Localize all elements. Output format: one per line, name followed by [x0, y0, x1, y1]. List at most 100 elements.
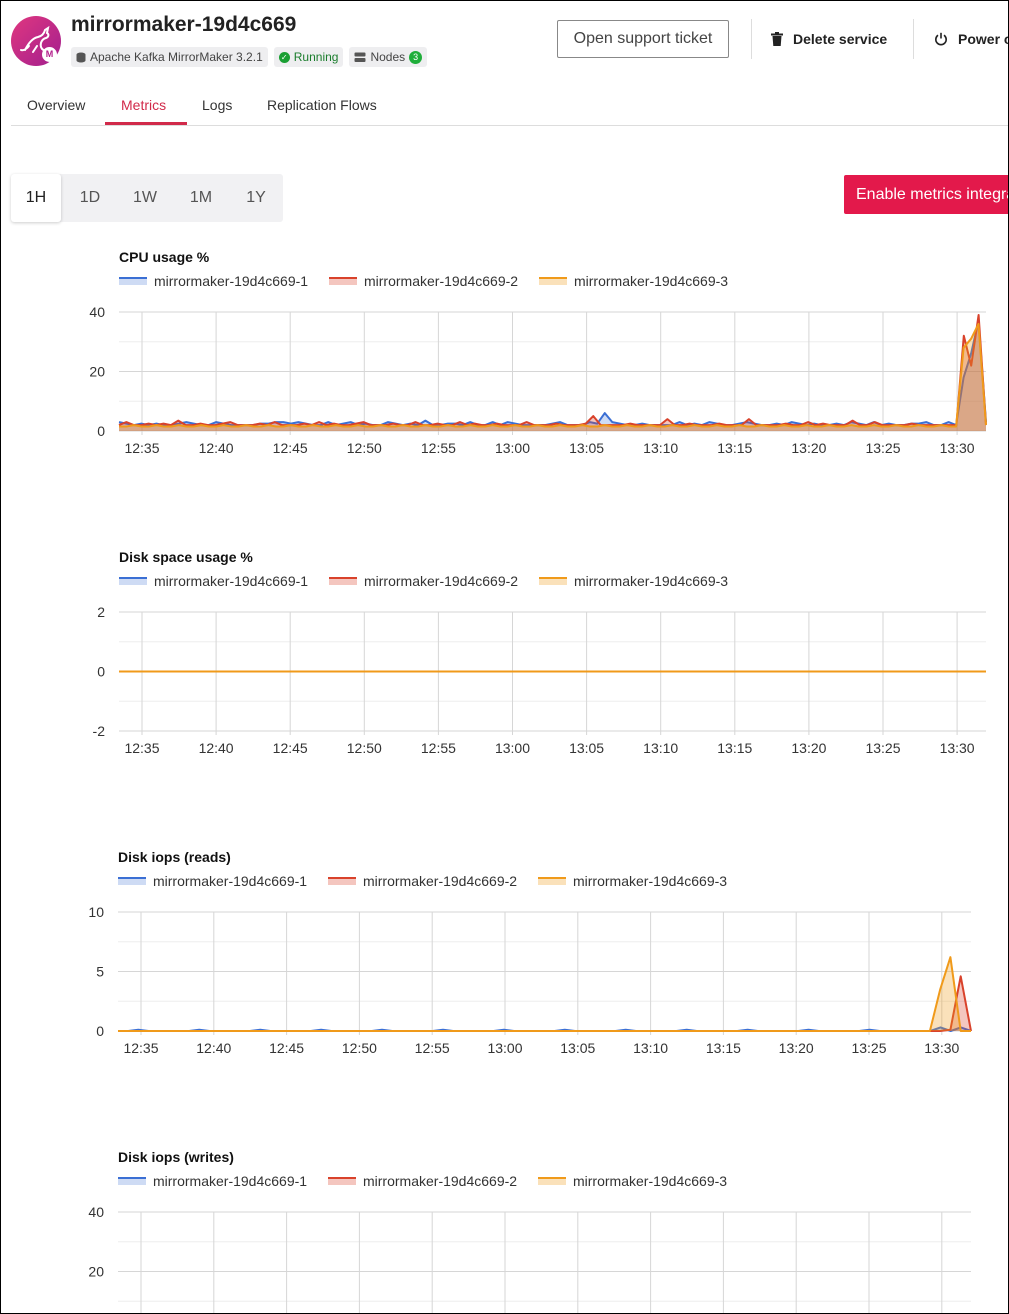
x-tick-label: 13:15: [717, 440, 752, 456]
x-tick-label: 13:30: [940, 440, 975, 456]
x-tick-label: 12:45: [273, 740, 308, 756]
legend-swatch: [118, 1177, 146, 1185]
y-tick-label: 5: [96, 964, 104, 980]
tab-logs[interactable]: Logs: [202, 97, 233, 113]
chart-title: Disk space usage %: [119, 549, 253, 565]
service-type-label: Apache Kafka MirrorMaker 3.2.1: [90, 50, 263, 64]
y-tick-label: 0: [96, 1023, 104, 1039]
range-1h-button[interactable]: 1H: [11, 174, 61, 222]
x-tick-label: 13:20: [791, 740, 826, 756]
legend-label: mirrormaker-19d4c669-1: [154, 573, 309, 589]
x-tick-label: 12:55: [421, 440, 456, 456]
x-tick-label: 13:05: [560, 1040, 595, 1056]
trash-icon: [771, 32, 783, 46]
x-tick-label: 13:30: [940, 740, 975, 756]
y-tick-label: 0: [97, 664, 105, 680]
nodes-badge: Nodes 3: [349, 47, 428, 67]
status-badge: ✓ Running: [273, 47, 344, 67]
legend-label: mirrormaker-19d4c669-1: [154, 273, 309, 289]
legend-label: mirrormaker-19d4c669-1: [153, 873, 308, 889]
legend-item[interactable]: mirrormaker-19d4c669-3: [538, 873, 727, 889]
x-tick-label: 12:55: [421, 740, 456, 756]
database-icon: [76, 52, 86, 62]
x-tick-label: 12:50: [347, 440, 382, 456]
legend-item[interactable]: mirrormaker-19d4c669-2: [328, 1173, 517, 1189]
legend-label: mirrormaker-19d4c669-3: [573, 873, 728, 889]
chart-title: Disk iops (reads): [118, 849, 231, 865]
power-button[interactable]: Power off: [934, 31, 1008, 47]
x-tick-label: 12:40: [199, 740, 234, 756]
service-badges: Apache Kafka MirrorMaker 3.2.1 ✓ Running…: [71, 47, 428, 67]
x-tick-label: 13:30: [924, 1040, 959, 1056]
x-tick-label: 13:20: [779, 1040, 814, 1056]
tab-metrics[interactable]: Metrics: [121, 97, 167, 113]
legend-swatch: [539, 277, 567, 285]
x-tick-label: 13:05: [569, 440, 604, 456]
legend-item[interactable]: mirrormaker-19d4c669-3: [539, 273, 728, 289]
nodes-label: Nodes: [370, 50, 406, 64]
active-tab-indicator: [105, 122, 187, 125]
x-tick-label: 13:25: [865, 440, 900, 456]
x-tick-label: 12:45: [269, 1040, 304, 1056]
legend-item[interactable]: mirrormaker-19d4c669-1: [119, 273, 308, 289]
range-1y-button[interactable]: 1Y: [246, 189, 266, 206]
tab-bar: Overview Metrics Logs Replication Flows: [11, 89, 1008, 126]
x-tick-label: 12:40: [196, 1040, 231, 1056]
legend-item[interactable]: mirrormaker-19d4c669-2: [329, 573, 518, 589]
legend-swatch: [119, 577, 147, 585]
x-tick-label: 13:15: [706, 1040, 741, 1056]
legend-item[interactable]: mirrormaker-19d4c669-3: [539, 573, 728, 589]
range-1d-button[interactable]: 1D: [79, 189, 101, 206]
x-tick-label: 12:35: [124, 740, 159, 756]
x-tick-label: 12:50: [342, 1040, 377, 1056]
delete-service-button[interactable]: Delete service: [771, 31, 887, 47]
x-tick-label: 13:20: [791, 440, 826, 456]
service-logo: M: [11, 16, 61, 66]
legend-swatch: [538, 877, 566, 885]
legend-swatch: [328, 1177, 356, 1185]
y-tick-label: -2: [93, 723, 106, 739]
enable-metrics-integration-button[interactable]: Enable metrics integration: [844, 175, 1008, 214]
chart-title: Disk iops (writes): [118, 1149, 234, 1165]
legend-swatch: [118, 877, 146, 885]
chart-title: CPU usage %: [119, 249, 210, 265]
status-label: Running: [293, 50, 339, 64]
legend-label: mirrormaker-19d4c669-2: [364, 273, 519, 289]
legend-item[interactable]: mirrormaker-19d4c669-1: [118, 1173, 307, 1189]
y-tick-label: 2: [97, 604, 105, 620]
x-tick-label: 13:10: [633, 1040, 668, 1056]
x-tick-label: 12:45: [273, 440, 308, 456]
legend-swatch: [329, 277, 357, 285]
legend-swatch: [538, 1177, 566, 1185]
open-support-ticket-button[interactable]: Open support ticket: [557, 20, 729, 58]
legend-item[interactable]: mirrormaker-19d4c669-2: [329, 273, 518, 289]
legend-item[interactable]: mirrormaker-19d4c669-1: [119, 573, 308, 589]
nodes-count: 3: [409, 50, 423, 64]
x-tick-label: 13:10: [643, 740, 678, 756]
check-circle-icon: ✓: [278, 51, 290, 63]
range-1w-button[interactable]: 1W: [133, 189, 157, 206]
tab-replication-flows[interactable]: Replication Flows: [267, 97, 377, 113]
service-title: mirrormaker-19d4c669: [71, 13, 297, 36]
kangaroo-logo-icon: [20, 25, 50, 53]
server-icon: [354, 52, 366, 62]
x-tick-label: 12:50: [347, 740, 382, 756]
service-logo-badge: M: [42, 47, 57, 62]
power-label: Power off: [958, 31, 1008, 47]
tab-overview[interactable]: Overview: [27, 97, 86, 113]
legend-swatch: [328, 877, 356, 885]
legend-item[interactable]: mirrormaker-19d4c669-2: [328, 873, 517, 889]
x-tick-label: 13:00: [495, 740, 530, 756]
legend-item[interactable]: mirrormaker-19d4c669-3: [538, 1173, 727, 1189]
legend-item[interactable]: mirrormaker-19d4c669-1: [118, 873, 307, 889]
x-tick-label: 13:25: [851, 1040, 886, 1056]
legend-swatch: [539, 577, 567, 585]
legend-swatch: [119, 277, 147, 285]
legend-label: mirrormaker-19d4c669-1: [153, 1173, 308, 1189]
range-1m-button[interactable]: 1M: [189, 189, 213, 206]
legend-label: mirrormaker-19d4c669-2: [363, 873, 518, 889]
x-tick-label: 13:10: [643, 440, 678, 456]
